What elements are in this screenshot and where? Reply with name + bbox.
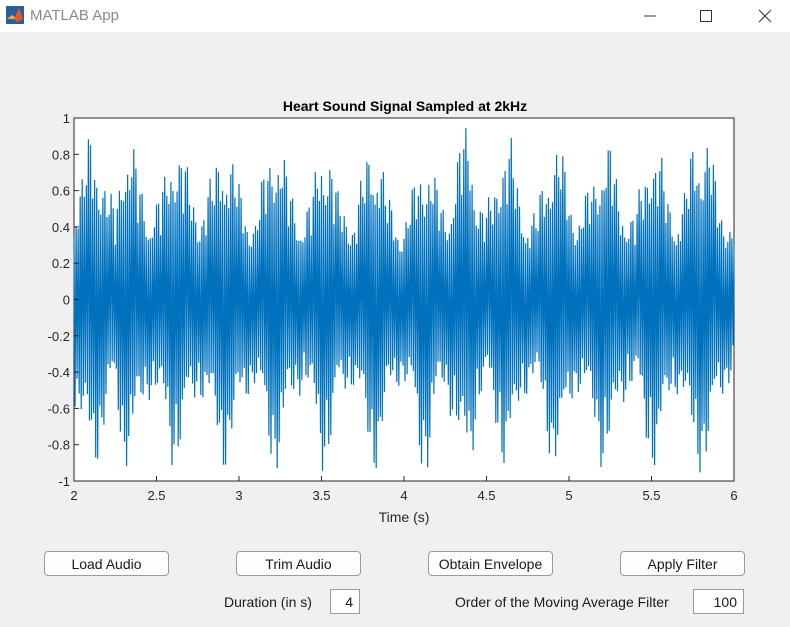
y-tick-label: -1 [58, 474, 70, 489]
chart-title: Heart Sound Signal Sampled at 2kHz [283, 98, 527, 114]
order-field[interactable] [693, 589, 744, 614]
y-tick-label: -0.8 [48, 438, 70, 453]
trim-audio-button[interactable]: Trim Audio [236, 551, 361, 576]
y-tick-label: 0.8 [52, 147, 70, 162]
y-tick-label: -0.4 [48, 365, 70, 380]
x-axis-ticks: 2 2.5 3 3.5 4 4.5 5 5.5 6 [70, 476, 738, 503]
y-tick-label: -0.6 [48, 401, 70, 416]
x-tick-label: 5 [565, 488, 572, 503]
order-label: Order of the Moving Average Filter [455, 594, 669, 610]
y-tick-label: -0.2 [48, 329, 70, 344]
x-tick-label: 4.5 [477, 488, 495, 503]
y-tick-label: 0 [63, 293, 70, 308]
x-tick-label: 3 [235, 488, 242, 503]
x-tick-label: 6 [730, 488, 737, 503]
x-tick-label: 2.5 [147, 488, 165, 503]
x-tick-label: 4 [400, 488, 407, 503]
heart-sound-chart: Heart Sound Signal Sampled at 2kHz 2 2.5 3… [48, 98, 738, 525]
y-tick-label: 0.4 [52, 220, 70, 235]
minimize-button[interactable] [627, 0, 673, 32]
title-bar: MATLAB App [0, 0, 790, 32]
duration-field[interactable] [330, 589, 360, 614]
x-tick-label: 5.5 [642, 488, 660, 503]
y-tick-label: 0.6 [52, 184, 70, 199]
x-tick-label: 2 [70, 488, 77, 503]
window-title: MATLAB App [30, 7, 119, 24]
y-tick-label: 0.2 [52, 256, 70, 271]
maximize-icon [700, 10, 712, 22]
x-axis-label: Time (s) [379, 509, 430, 525]
close-icon [758, 9, 772, 23]
maximize-button[interactable] [683, 0, 729, 32]
duration-label: Duration (in s) [224, 594, 312, 610]
y-axis-ticks: 1 0.8 0.6 0.4 0.2 0 -0.2 -0.4 -0.6 -0.8 -1 [48, 111, 79, 489]
close-button[interactable] [742, 0, 788, 32]
apply-filter-button[interactable]: Apply Filter [620, 551, 745, 576]
load-audio-button[interactable]: Load Audio [44, 551, 169, 576]
obtain-envelope-button[interactable]: Obtain Envelope [428, 551, 553, 576]
matlab-logo-icon [6, 6, 24, 24]
y-tick-label: 1 [63, 111, 70, 126]
plot-area: Heart Sound Signal Sampled at 2kHz 2 2.5 3… [0, 32, 790, 542]
x-tick-label: 3.5 [312, 488, 330, 503]
minimize-icon [644, 15, 656, 17]
signal-line [73, 128, 735, 473]
